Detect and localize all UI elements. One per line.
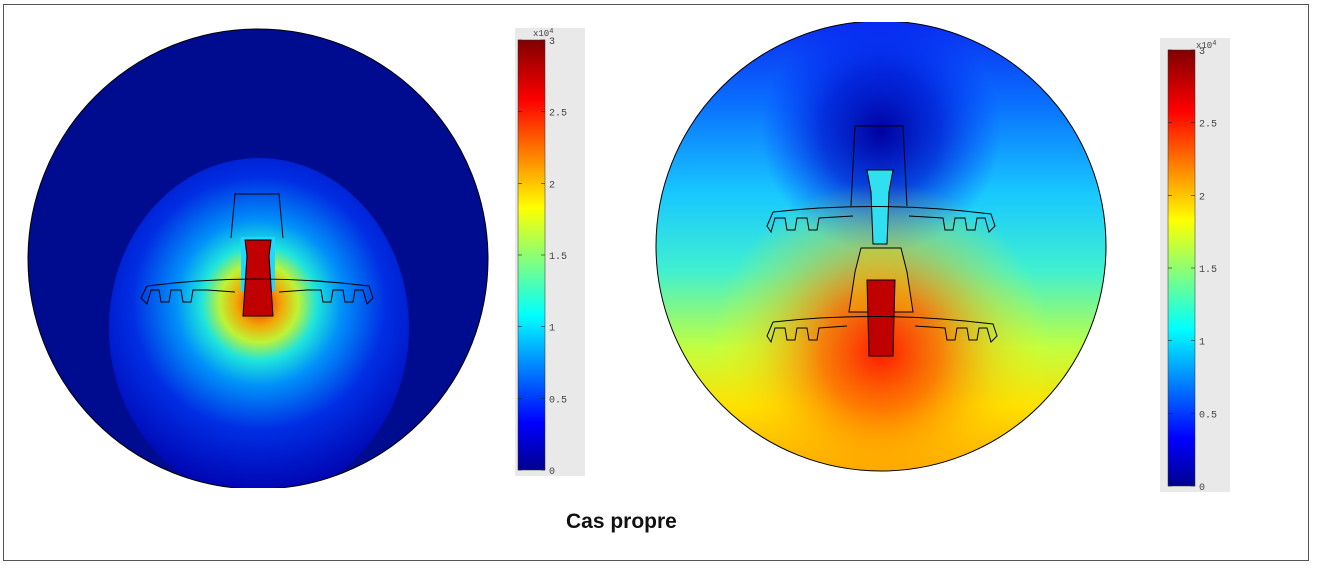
colorbar-tick-label: 0.5: [1199, 410, 1217, 421]
colorbar-right: x104 3 2.5 2 1.5 1 0.5 0: [1167, 40, 1217, 492]
colorbar-tick-label: 0: [1199, 483, 1205, 492]
colorbar-tick-label: 2: [549, 180, 555, 191]
colorbar-tick-label: 2.5: [549, 109, 567, 120]
colorbar-tick-label: 0.5: [549, 395, 567, 406]
colorbar-left-multiplier: x104: [533, 28, 553, 39]
colorbar-right-ticks: 3 2.5 2 1.5 1 0.5 0: [1168, 47, 1217, 492]
colorbar-tick-label: 1: [549, 324, 555, 335]
colorbar-left-ticks: 3 2.5 2 1.5 1 0.5 0: [518, 37, 567, 476]
colorbar-tick-label: 0: [549, 467, 555, 476]
colorbar-tick-label: 3: [1199, 47, 1205, 58]
figure-caption: Cas propre: [566, 510, 677, 533]
field-map-right: [655, 22, 1107, 472]
colorbar-left: x104 3 2.5 2 1.5 1 0.5 0: [517, 28, 567, 476]
colorbar-tick-label: 2: [1199, 192, 1205, 203]
colorbar-right-multiplier: x104: [1196, 40, 1216, 51]
colorbar-tick-label: 3: [549, 37, 555, 48]
colorbar-tick-label: 2.5: [1199, 120, 1217, 131]
colorbar-tick-label: 1.5: [1199, 265, 1217, 276]
colorbar-tick-label: 1.5: [549, 252, 567, 263]
colorbar-tick-label: 1: [1199, 338, 1205, 349]
field-map-left: [27, 28, 489, 488]
